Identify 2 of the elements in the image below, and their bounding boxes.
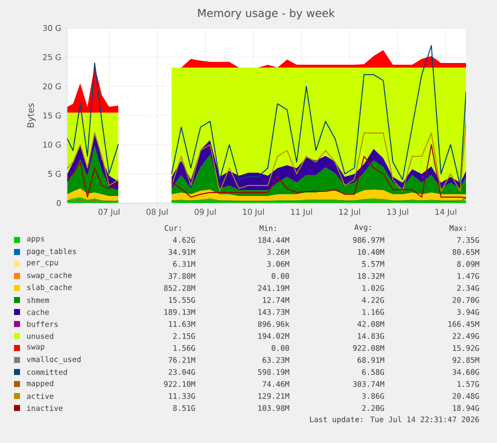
y-axis-title: Bytes xyxy=(27,103,36,128)
chart-title: Memory usage - by week xyxy=(198,8,335,20)
